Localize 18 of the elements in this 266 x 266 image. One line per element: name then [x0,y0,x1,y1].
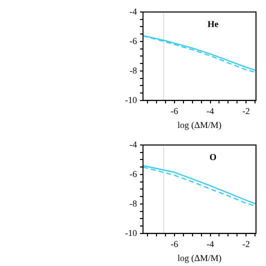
annotation: He [208,19,219,29]
y-tick-label: -4 [129,139,138,150]
x-tick-label: -6 [170,106,179,116]
y-tick-label: -6 [129,36,138,46]
y-tick-label: -6 [129,168,138,179]
x-tick-label: -4 [206,239,215,250]
x-tick-label: -6 [170,239,179,250]
y-tick-label: -10 [124,228,138,238]
x-tick-label: -4 [206,106,215,116]
x-axis-title: log (ΔM/M) [177,252,222,263]
x-tick-label: -2 [242,106,250,116]
y-tick-label: -8 [129,65,138,76]
x-axis-title: log (ΔM/M) [177,120,222,130]
x-tick-label: -2 [242,239,250,250]
annotation: O [210,152,217,162]
y-tick-label: -8 [129,198,138,208]
y-tick-label: -4 [129,6,138,16]
y-tick-label: -10 [124,94,138,105]
